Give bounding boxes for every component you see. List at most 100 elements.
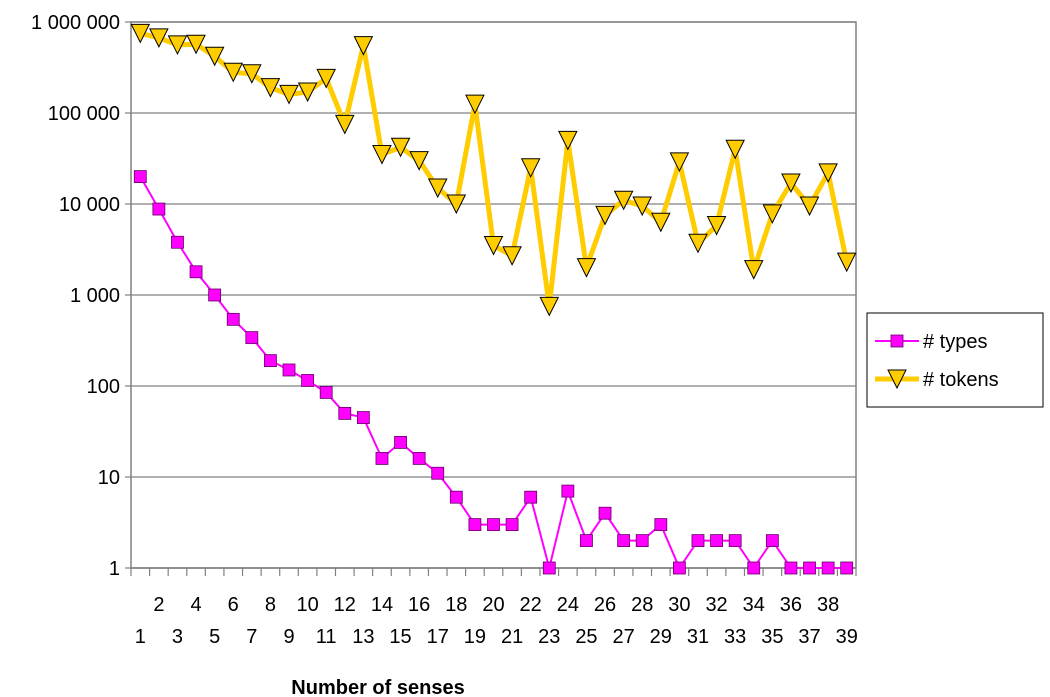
series-markers bbox=[130, 23, 857, 575]
x-tick-label: 2 bbox=[153, 594, 164, 616]
legend-types-label: # types bbox=[923, 331, 987, 353]
types-point bbox=[821, 561, 835, 575]
x-tick-label: 39 bbox=[836, 626, 858, 648]
x-tick-label: 30 bbox=[668, 594, 690, 616]
x-axis-title: Number of senses bbox=[291, 677, 464, 697]
types-point bbox=[542, 561, 556, 575]
x-tick-label: 26 bbox=[594, 594, 616, 616]
types-point bbox=[617, 534, 631, 548]
x-tick-label: 27 bbox=[613, 626, 635, 648]
x-tick-label: 14 bbox=[371, 594, 393, 616]
tokens-series-line bbox=[139, 30, 850, 307]
types-point bbox=[803, 561, 816, 575]
y-tick-label: 1 000 bbox=[70, 285, 120, 307]
tokens-point bbox=[316, 68, 337, 89]
tokens-point bbox=[390, 137, 411, 158]
x-tick-label: 32 bbox=[705, 594, 727, 616]
x-tick-label: 34 bbox=[743, 594, 765, 616]
x-tick-label: 25 bbox=[575, 626, 597, 648]
x-tick-label: 9 bbox=[283, 626, 294, 648]
tokens-point bbox=[613, 190, 634, 211]
types-point bbox=[226, 312, 240, 326]
tokens-point bbox=[167, 35, 188, 56]
tokens-point bbox=[353, 36, 374, 56]
tokens-point bbox=[706, 216, 727, 236]
x-tick-label: 8 bbox=[265, 594, 276, 616]
tokens-point bbox=[260, 78, 281, 98]
types-point bbox=[449, 490, 463, 504]
tokens-point bbox=[297, 82, 318, 103]
x-tick-label: 31 bbox=[687, 626, 709, 648]
x-tick-label: 7 bbox=[246, 626, 257, 648]
tokens-point bbox=[427, 178, 448, 199]
types-point bbox=[747, 561, 761, 575]
types-point bbox=[635, 534, 649, 548]
tokens-point bbox=[242, 64, 262, 84]
legend: # types # tokens bbox=[866, 312, 1044, 408]
types-point bbox=[728, 534, 742, 548]
x-tick-label: 35 bbox=[761, 626, 783, 648]
types-point bbox=[319, 386, 333, 399]
types-point bbox=[171, 235, 184, 249]
legend-tokens-marker bbox=[887, 369, 907, 390]
tokens-point bbox=[520, 158, 541, 178]
x-tick-label: 19 bbox=[464, 626, 486, 648]
tokens-point bbox=[130, 23, 151, 44]
x-tick-label: 22 bbox=[520, 594, 542, 616]
types-point bbox=[152, 202, 166, 216]
types-point bbox=[338, 406, 352, 420]
x-tick-label: 4 bbox=[191, 594, 202, 616]
types-point bbox=[189, 265, 203, 279]
x-tick-label: 36 bbox=[780, 594, 802, 616]
tokens-point bbox=[279, 84, 299, 105]
y-tick-label: 10 bbox=[98, 467, 120, 489]
types-point bbox=[505, 518, 519, 531]
types-point bbox=[840, 561, 854, 575]
x-tick-label: 1 bbox=[135, 626, 146, 648]
tokens-point bbox=[372, 144, 392, 165]
types-point bbox=[356, 411, 370, 424]
x-tick-label: 20 bbox=[482, 594, 504, 616]
x-tick-label: 10 bbox=[296, 594, 318, 616]
tokens-point bbox=[688, 233, 708, 254]
x-tick-label: 37 bbox=[798, 626, 820, 648]
x-tick-label: 23 bbox=[538, 626, 560, 648]
tokens-point bbox=[558, 130, 578, 151]
tokens-point bbox=[409, 151, 429, 171]
x-tick-label: 21 bbox=[501, 626, 523, 648]
x-tick-label: 29 bbox=[650, 626, 672, 648]
tokens-point bbox=[836, 252, 857, 273]
x-tick-label: 28 bbox=[631, 594, 653, 616]
types-point bbox=[282, 363, 296, 377]
types-point bbox=[580, 534, 593, 548]
tokens-point bbox=[204, 46, 225, 67]
types-point bbox=[208, 288, 222, 302]
legend-tokens-label: # tokens bbox=[923, 369, 999, 391]
y-tick-label: 100 000 bbox=[48, 103, 120, 125]
types-point bbox=[524, 490, 538, 504]
y-tick-label: 1 bbox=[109, 558, 120, 580]
types-point bbox=[468, 518, 482, 531]
tokens-point bbox=[223, 62, 244, 83]
axes bbox=[125, 21, 857, 576]
y-tick-label: 10 000 bbox=[59, 194, 120, 216]
x-tick-label: 24 bbox=[557, 594, 579, 616]
tokens-point bbox=[799, 196, 820, 217]
tokens-point bbox=[465, 94, 485, 115]
tokens-point bbox=[743, 260, 764, 280]
x-tick-label: 13 bbox=[352, 626, 374, 648]
types-point bbox=[245, 331, 259, 345]
x-tick-label: 15 bbox=[389, 626, 411, 648]
types-point bbox=[672, 561, 686, 575]
x-tick-label: 6 bbox=[228, 594, 239, 616]
tokens-point bbox=[595, 205, 615, 226]
types-point bbox=[561, 484, 575, 498]
tokens-point bbox=[149, 28, 169, 48]
y-tick-label: 1 000 000 bbox=[31, 12, 120, 34]
tokens-point bbox=[539, 296, 560, 317]
types-point bbox=[598, 506, 612, 520]
x-tick-label: 18 bbox=[445, 594, 467, 616]
